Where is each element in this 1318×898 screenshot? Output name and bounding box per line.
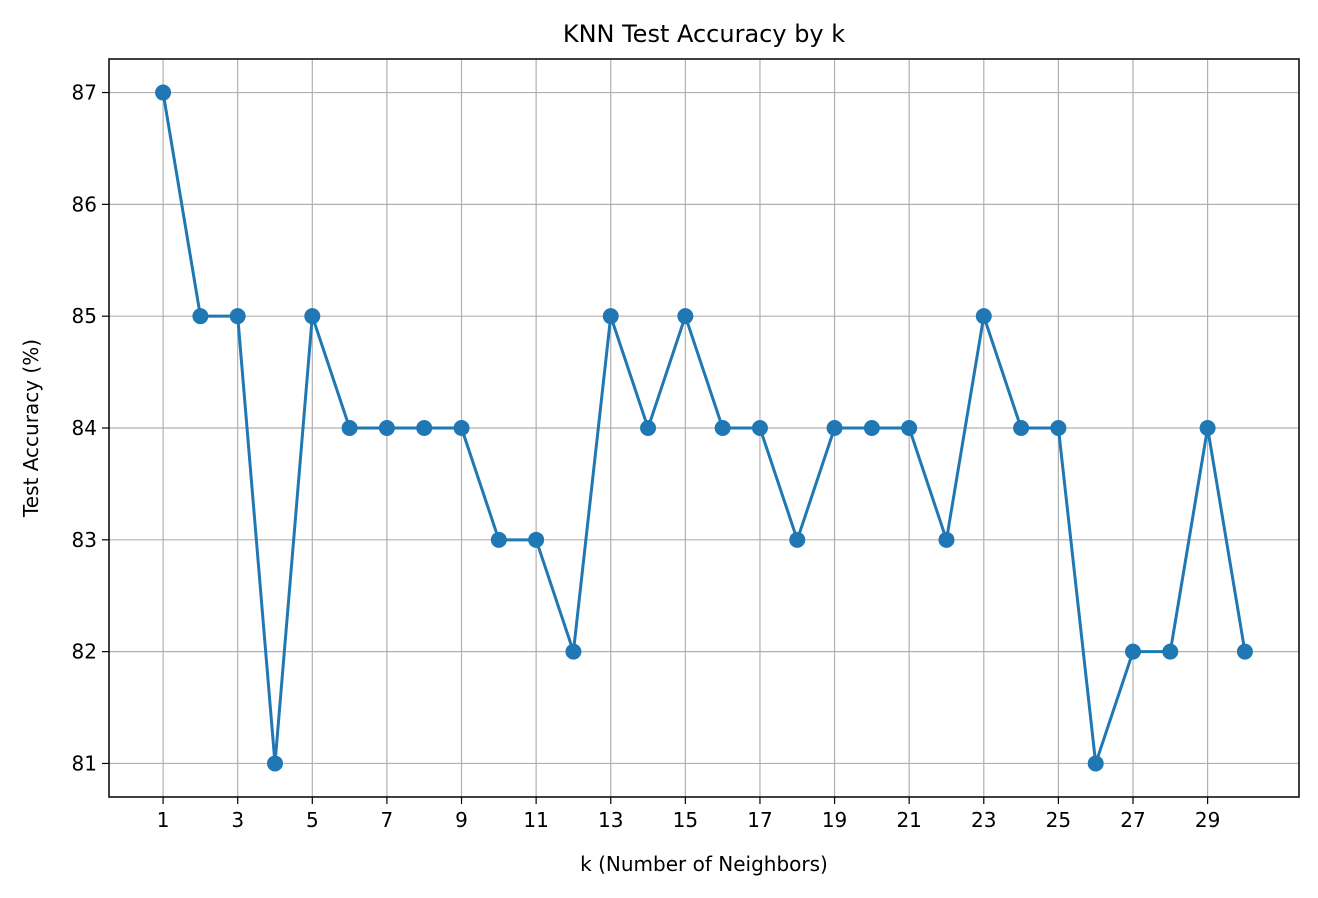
y-tick-label: 81	[72, 751, 97, 775]
data-point	[975, 308, 992, 325]
x-tick-label: 21	[896, 808, 921, 832]
data-point	[416, 420, 433, 436]
x-tick-label: 25	[1046, 808, 1071, 832]
data-point	[938, 531, 955, 548]
data-point	[1013, 420, 1030, 436]
data-point	[901, 420, 918, 436]
data-point	[714, 420, 731, 436]
data-point	[863, 420, 880, 436]
data-point	[640, 420, 657, 436]
data-point	[1087, 755, 1104, 772]
x-tick-label: 7	[381, 808, 394, 832]
data-point	[267, 755, 284, 772]
data-point	[1162, 643, 1179, 660]
data-point	[490, 531, 507, 548]
y-tick-label: 87	[72, 81, 97, 105]
data-point	[453, 420, 470, 436]
data-point	[528, 531, 545, 548]
data-point	[789, 531, 806, 548]
y-tick-label: 82	[72, 640, 97, 664]
data-point	[192, 308, 209, 325]
data-point	[229, 308, 246, 325]
data-point	[1050, 420, 1067, 436]
x-tick-label: 3	[231, 808, 244, 832]
data-point	[378, 420, 395, 436]
y-tick-label: 85	[72, 304, 97, 328]
data-point	[826, 420, 843, 436]
x-tick-label: 1	[157, 808, 170, 832]
data-point	[155, 84, 172, 101]
y-axis-ticks: 81 82 83 84 85 86 87	[72, 81, 109, 775]
data-point	[565, 643, 582, 660]
x-tick-label: 23	[971, 808, 996, 832]
x-tick-label: 15	[673, 808, 698, 832]
x-tick-label: 11	[523, 808, 548, 832]
data-point	[602, 308, 619, 325]
x-tick-label: 9	[455, 808, 468, 832]
series-line	[161, 92, 1247, 765]
y-tick-label: 86	[72, 192, 97, 216]
x-tick-label: 27	[1120, 808, 1145, 832]
x-axis-title: k (Number of Neighbors)	[580, 852, 828, 876]
x-tick-label: 17	[747, 808, 772, 832]
y-tick-label: 83	[72, 528, 97, 552]
data-point	[677, 308, 694, 325]
data-point	[341, 420, 358, 436]
y-tick-label: 84	[72, 416, 97, 440]
x-tick-label: 19	[822, 808, 847, 832]
data-point	[304, 308, 321, 325]
data-point	[751, 420, 768, 436]
data-point	[1236, 643, 1253, 660]
chart-title: KNN Test Accuracy by k	[563, 20, 845, 48]
x-tick-label: 13	[598, 808, 623, 832]
y-axis-title: Test Accuracy (%)	[19, 339, 43, 518]
x-tick-label: 29	[1195, 808, 1220, 832]
x-axis-ticks: 1 3 5 7 9 11 13 15 17 19 21 23 25 27 29	[157, 797, 1220, 832]
data-point	[1124, 643, 1141, 660]
data-point	[1199, 420, 1216, 436]
x-tick-label: 5	[306, 808, 319, 832]
series-layer	[155, 84, 1253, 772]
